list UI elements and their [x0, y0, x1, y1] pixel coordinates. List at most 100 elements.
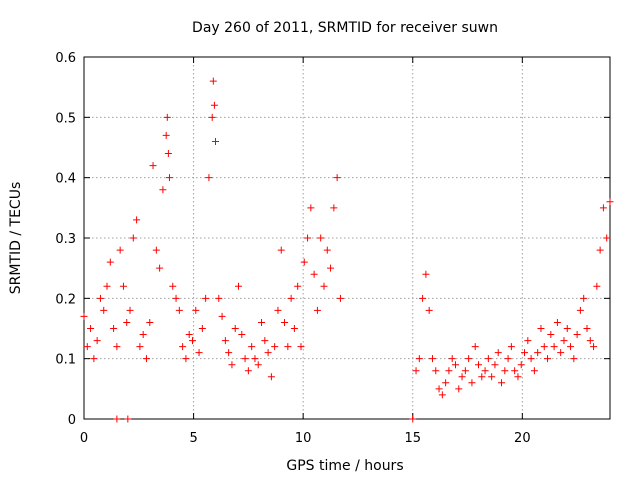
data-point: [514, 373, 522, 381]
data-point: [248, 343, 256, 351]
data-point: [106, 258, 114, 266]
data-point: [159, 186, 167, 194]
data-point: [241, 355, 249, 363]
data-point: [428, 355, 436, 363]
y-tick-label: 0.3: [55, 232, 76, 247]
data-point: [507, 343, 515, 351]
data-point: [323, 246, 331, 254]
data-point: [271, 343, 279, 351]
data-point: [484, 355, 492, 363]
data-point: [304, 234, 312, 242]
data-point: [425, 306, 433, 314]
data-point: [517, 361, 525, 369]
data-point: [455, 385, 463, 393]
data-point: [527, 355, 535, 363]
y-tick-label: 0.5: [55, 111, 76, 126]
data-point: [586, 337, 594, 345]
data-point: [409, 415, 417, 423]
y-tick-label: 0: [68, 413, 76, 428]
data-point: [294, 282, 302, 290]
chart-title: Day 260 of 2011, SRMTID for receiver suw…: [192, 20, 498, 36]
data-point: [202, 294, 210, 302]
data-point: [313, 306, 321, 314]
data-point: [553, 318, 561, 326]
data-point: [488, 373, 496, 381]
data-point: [100, 306, 108, 314]
data-point: [583, 325, 591, 332]
data-point: [235, 282, 243, 290]
y-tick-label: 0.6: [55, 51, 76, 66]
data-point: [93, 337, 101, 345]
data-point: [103, 282, 111, 290]
x-tick-label: 5: [189, 431, 197, 446]
data-point: [96, 294, 104, 302]
data-point: [221, 337, 229, 345]
data-point: [471, 343, 479, 351]
data-point: [336, 294, 344, 302]
data-point: [327, 264, 335, 272]
data-point: [110, 325, 118, 332]
data-point: [442, 379, 450, 387]
data-point: [113, 343, 121, 351]
data-point: [307, 204, 315, 212]
data-point: [501, 367, 509, 375]
data-point: [422, 270, 430, 278]
data-point: [163, 113, 171, 121]
data-point: [149, 162, 157, 170]
data-point: [281, 318, 289, 326]
data-point: [530, 367, 538, 375]
data-point: [208, 113, 216, 121]
y-tick-label: 0.4: [55, 172, 76, 187]
data-point: [218, 312, 226, 320]
data-point: [185, 331, 193, 339]
x-tick-label: 20: [514, 431, 531, 446]
data-point: [461, 367, 469, 375]
data-point: [126, 306, 134, 314]
y-tick-label: 0.2: [55, 292, 76, 307]
data-point: [274, 306, 282, 314]
data-point: [156, 264, 164, 272]
data-point: [175, 306, 183, 314]
data-point: [136, 343, 144, 351]
data-point: [172, 294, 180, 302]
data-point: [287, 294, 295, 302]
data-point: [290, 325, 298, 332]
data-point: [113, 415, 121, 423]
data-point: [599, 204, 607, 212]
y-tick-label: 0.1: [55, 353, 76, 368]
data-point: [419, 294, 427, 302]
data-point: [188, 337, 196, 345]
x-tick-label: 15: [404, 431, 421, 446]
data-point: [133, 216, 141, 224]
data-point: [590, 343, 598, 351]
data-point: [215, 294, 223, 302]
data-point: [547, 331, 555, 339]
data-point: [415, 355, 423, 363]
data-point: [412, 367, 420, 375]
data-point: [478, 373, 486, 381]
data-point: [152, 246, 160, 254]
data-point: [317, 234, 325, 242]
data-point: [267, 373, 275, 381]
data-point: [264, 349, 272, 357]
data-point: [320, 282, 328, 290]
data-point: [550, 343, 558, 351]
data-point: [228, 361, 236, 369]
x-tick-label: 0: [80, 431, 88, 446]
data-point: [179, 343, 187, 351]
data-point: [192, 306, 200, 314]
data-point: [212, 137, 219, 145]
data-point: [521, 349, 529, 357]
data-point: [231, 325, 239, 332]
data-point: [116, 246, 124, 254]
data-point: [570, 355, 578, 363]
data-points: [80, 77, 614, 423]
data-point: [606, 198, 614, 206]
data-point: [162, 131, 170, 139]
data-point: [254, 361, 262, 369]
data-point: [225, 349, 233, 357]
data-point: [80, 312, 88, 320]
data-point: [182, 355, 190, 363]
data-point: [90, 355, 98, 363]
